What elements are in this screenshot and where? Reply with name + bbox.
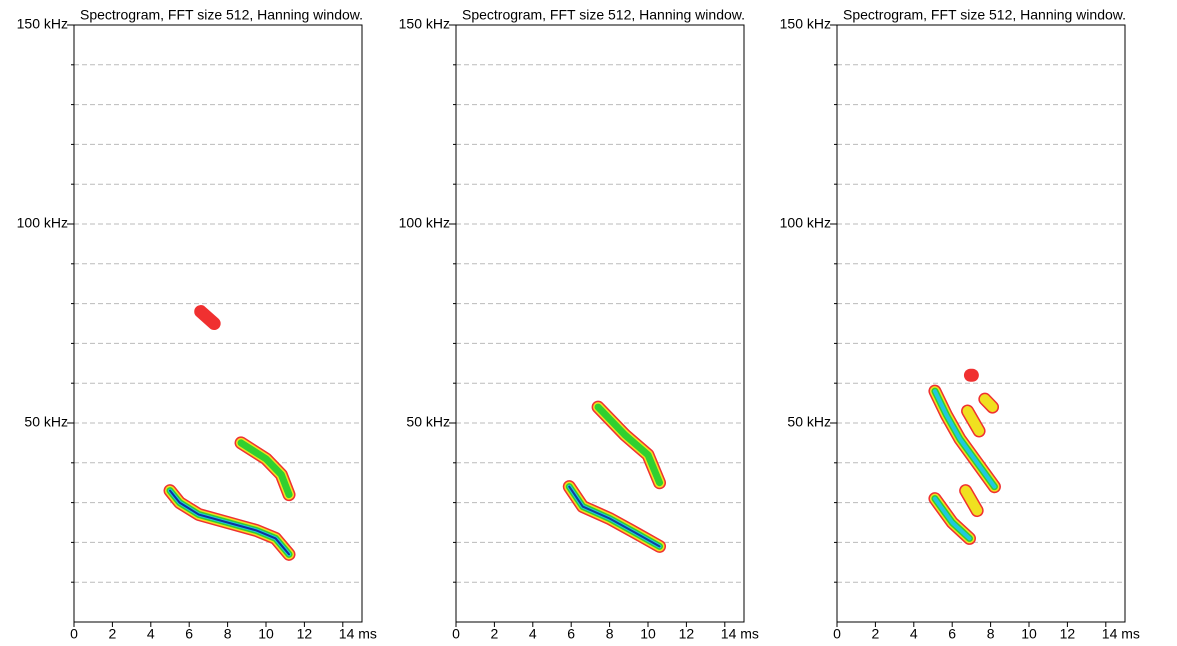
- x-tick-label: 0: [70, 626, 78, 642]
- chart-title: Spectrogram, FFT size 512, Hanning windo…: [80, 7, 363, 23]
- x-tick-label: 12: [297, 626, 313, 642]
- x-tick-label: 10: [640, 626, 656, 642]
- y-tick-label: 150 kHz: [399, 16, 450, 32]
- plot-frame: [455, 24, 745, 623]
- track-layer: [237, 439, 293, 499]
- y-tick-label: 50 kHz: [787, 414, 831, 430]
- chart-title: Spectrogram, FFT size 512, Hanning windo…: [843, 7, 1126, 23]
- track-layer: [979, 394, 998, 413]
- y-tick-label: 150 kHz: [17, 16, 68, 32]
- x-tick-label: 4: [910, 626, 918, 642]
- x-tick-label: 12: [679, 626, 695, 642]
- x-tick-label: 0: [452, 626, 460, 642]
- x-tick-label: 8: [224, 626, 232, 642]
- track-layer: [960, 485, 983, 516]
- x-tick-label: 2: [109, 626, 117, 642]
- x-tick-label: 0: [833, 626, 841, 642]
- track-layer: [568, 485, 661, 548]
- x-tick-label: 2: [872, 626, 880, 642]
- x-tick-label: 14 ms: [1102, 626, 1140, 642]
- y-tick-label: 100 kHz: [399, 215, 450, 231]
- x-tick-label: 8: [987, 626, 995, 642]
- plot-frame: [836, 24, 1126, 623]
- track-layer: [594, 403, 664, 487]
- y-tick-label: 50 kHz: [24, 414, 68, 430]
- spectrogram-panel: Spectrogram, FFT size 512, Hanning windo…: [780, 7, 1140, 642]
- x-tick-label: 8: [606, 626, 614, 642]
- chart-title: Spectrogram, FFT size 512, Hanning windo…: [462, 7, 745, 23]
- track-layer: [932, 389, 997, 489]
- x-tick-label: 6: [185, 626, 193, 642]
- x-tick-label: 10: [1021, 626, 1037, 642]
- x-tick-label: 6: [948, 626, 956, 642]
- track-layer: [962, 406, 985, 436]
- x-tick-label: 4: [529, 626, 537, 642]
- x-tick-label: 12: [1060, 626, 1076, 642]
- x-tick-label: 10: [258, 626, 274, 642]
- track-layer: [932, 496, 972, 541]
- y-tick-label: 100 kHz: [780, 215, 831, 231]
- x-tick-label: 14 ms: [339, 626, 377, 642]
- x-tick-label: 4: [147, 626, 155, 642]
- plot-frame: [73, 24, 363, 623]
- x-tick-label: 2: [491, 626, 499, 642]
- y-tick-label: 150 kHz: [780, 16, 831, 32]
- track-layer: [169, 489, 291, 556]
- spectrogram-panel: Spectrogram, FFT size 512, Hanning windo…: [17, 7, 377, 642]
- spectrogram-panel: Spectrogram, FFT size 512, Hanning windo…: [399, 7, 759, 642]
- y-tick-label: 50 kHz: [406, 414, 450, 430]
- call-track: [194, 305, 221, 330]
- x-tick-label: 14 ms: [721, 626, 759, 642]
- y-tick-label: 100 kHz: [17, 215, 68, 231]
- x-tick-label: 6: [567, 626, 575, 642]
